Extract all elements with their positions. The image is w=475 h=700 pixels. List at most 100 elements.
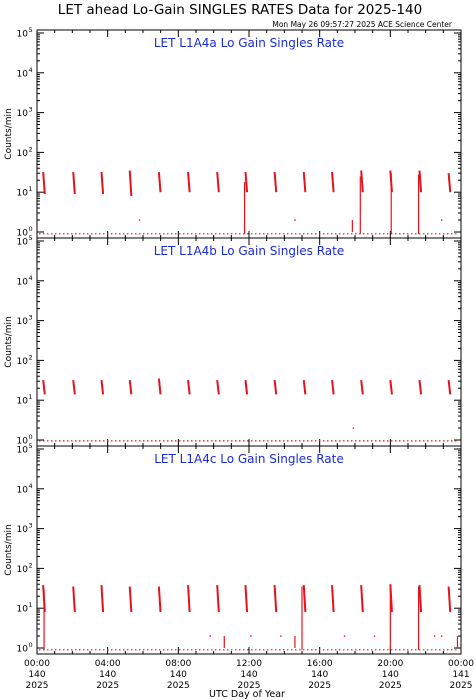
y-tick-label: 10 [17,109,29,119]
y-tick-exponent: 3 [29,314,33,322]
plot-frame [36,237,462,447]
data-spike [273,379,278,395]
data-spike [157,378,162,395]
x-tick-day: 140 [240,670,257,680]
data-spike [244,379,249,395]
x-tick-year: 2025 [26,681,49,691]
data-spike [187,379,191,395]
data-point [294,219,296,221]
data-spike [447,173,452,193]
data-point [373,635,376,637]
data-spike [418,170,423,193]
data-spike [331,172,335,193]
data-spike [447,379,452,395]
data-spike [128,379,133,395]
data-point [343,635,346,637]
data-spike [216,585,220,613]
data-spike [273,172,278,193]
y-tick-label: 10 [17,30,29,40]
y-tick-label: 10 [17,525,29,535]
y-tick-exponent: 5 [29,442,33,450]
data-spike [100,379,105,395]
x-tick-day: 140 [99,670,116,680]
figure-title: LET ahead Lo-Gain SINGLES RATES Data for… [58,2,422,18]
y-tick-exponent: 4 [29,66,33,74]
panel-title: LET L1A4b Lo Gain Singles Rate [154,244,345,258]
y-tick-label: 10 [17,149,29,159]
y-tick-label: 10 [17,277,29,287]
data-spike [100,585,105,613]
x-tick-day: 140 [382,670,399,680]
x-tick-year: 2025 [308,681,331,691]
data-spike [128,170,133,197]
generation-timestamp: Mon May 26 09:57:27 2025 ACE Science Cen… [272,20,453,29]
y-tick-exponent: 4 [29,482,33,490]
data-spike [42,172,46,195]
data-spike [157,586,162,613]
panel-title: LET L1A4a Lo Gain Singles Rate [154,36,344,50]
data-spike [100,172,105,195]
y-tick-exponent: 0 [29,641,33,649]
x-tick-time: 08:00 [165,659,191,669]
y-tick-label: 10 [17,565,29,575]
y-axis-label: Counts/min [4,524,14,575]
x-tick-time: 20:00 [377,659,403,669]
y-axis-label: Counts/min [4,316,14,367]
y-tick-exponent: 2 [29,353,33,361]
data-spike [418,585,423,613]
data-point [440,635,443,637]
data-spike [244,585,249,613]
x-tick-day: 140 [28,670,45,680]
y-tick-exponent: 2 [29,561,33,569]
data-spike [360,379,364,395]
y-tick-label: 10 [17,605,29,615]
y-tick-label: 10 [17,485,29,495]
data-spike [302,172,307,193]
data-spike [216,379,220,395]
x-tick-year: 2025 [238,681,261,691]
y-tick-label: 10 [17,397,29,407]
x-tick-year: 2025 [167,681,190,691]
data-spike [187,172,191,193]
x-tick-time: 04:00 [95,659,121,669]
data-point [209,635,211,637]
data-spike [244,172,249,193]
y-tick-exponent: 3 [29,106,33,114]
x-tick-year: 2025 [450,681,473,691]
data-spike [128,586,133,613]
y-tick-exponent: 5 [29,26,33,34]
y-tick-exponent: 0 [29,225,33,233]
x-tick-day: 140 [311,670,328,680]
y-tick-exponent: 1 [29,393,33,401]
plot-frame [36,29,462,239]
data-spike [389,379,393,395]
y-tick-exponent: 2 [29,145,33,153]
data-spike [360,170,364,193]
y-tick-exponent: 4 [29,274,33,282]
data-spike [302,585,307,613]
data-spike [187,585,191,613]
y-tick-label: 10 [17,357,29,367]
data-spike [157,172,162,193]
x-tick-time: 16:00 [307,659,333,669]
y-axis-label: Counts/min [4,108,14,159]
x-tick-time: 12:00 [236,659,262,669]
data-spike [72,379,76,395]
data-point [352,427,355,429]
x-tick-time: 00:00 [24,659,50,669]
y-tick-exponent: 1 [29,185,33,193]
y-tick-label: 10 [17,317,29,327]
data-spike [273,585,278,613]
data-spike [72,172,76,195]
data-spike [42,379,46,395]
panel-title: LET L1A4c Lo Gain Singles Rate [154,452,344,466]
data-spike [331,585,335,613]
data-spike [302,379,307,395]
y-tick-exponent: 5 [29,234,33,242]
data-spike [216,172,220,193]
y-tick-exponent: 3 [29,522,33,530]
data-point [280,635,282,637]
